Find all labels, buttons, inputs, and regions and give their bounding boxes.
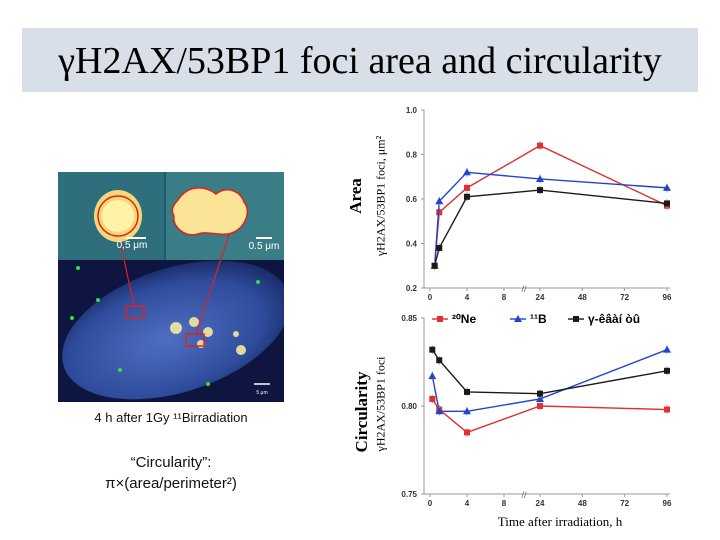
circ-series-line bbox=[431, 349, 668, 412]
legend-marker bbox=[573, 316, 579, 322]
circ-data-point bbox=[537, 403, 543, 409]
circ-x-tick-label: 96 bbox=[663, 499, 672, 508]
circ-data-point bbox=[537, 390, 543, 397]
circ-y-tick-label: 0.85 bbox=[401, 314, 417, 323]
area-x-tick-label: 8 bbox=[502, 293, 507, 302]
area-y-tick-label: 0.6 bbox=[406, 195, 418, 204]
scalebar-label-main: 5 μm bbox=[256, 390, 267, 396]
area-axis-break: // bbox=[521, 284, 527, 294]
area-x-tick-label: 24 bbox=[536, 293, 545, 302]
area-x-tick-label: 4 bbox=[465, 293, 470, 302]
circ-x-tick-label: 48 bbox=[578, 499, 587, 508]
circ-series-line bbox=[431, 349, 668, 395]
area-y-tick-label: 0.4 bbox=[406, 240, 418, 249]
micrograph: 0,5 μm 0.5 μm 5 μm bbox=[58, 172, 284, 402]
circ-data-point bbox=[436, 357, 443, 364]
circ-data-point bbox=[464, 429, 470, 436]
formula-line-1: “Circularity”: bbox=[130, 454, 212, 471]
circ-data-point bbox=[664, 367, 670, 374]
circ-x-tick-label: 24 bbox=[536, 499, 545, 508]
area-data-point bbox=[435, 197, 444, 205]
slide-title: γH2AX/53BP1 foci area and circularity bbox=[58, 40, 662, 82]
legend-marker bbox=[514, 315, 522, 322]
circ-x-tick-label: 4 bbox=[465, 499, 470, 508]
scalebar-label-left: 0,5 μm bbox=[117, 240, 148, 251]
area-y-tick-label: 1.0 bbox=[406, 106, 418, 115]
area-data-point bbox=[464, 193, 470, 200]
circ-x-tick-label: 0 bbox=[428, 499, 433, 508]
legend-entry: ¹¹B bbox=[530, 312, 547, 326]
circ-axis-break: // bbox=[521, 490, 527, 500]
title-band: γH2AX/53BP1 foci area and circularity bbox=[22, 28, 698, 92]
area-y-tick-label: 0.8 bbox=[406, 151, 418, 160]
area-series-line bbox=[433, 189, 668, 266]
area-data-point bbox=[663, 183, 671, 191]
area-data-point bbox=[436, 209, 443, 216]
circ-data-point bbox=[428, 372, 437, 380]
x-axis-title: Time after irradiation, h bbox=[497, 514, 623, 529]
area-x-tick-label: 48 bbox=[578, 293, 587, 302]
formula-line-2: π×(area/perimeter²) bbox=[105, 475, 237, 492]
circ-data-point bbox=[435, 407, 444, 415]
circ-data-point bbox=[663, 345, 671, 353]
circ-y-tick-label: 0.75 bbox=[401, 490, 417, 499]
area-data-point bbox=[464, 184, 470, 191]
area-series-line bbox=[433, 144, 668, 266]
legend-entry: ²⁰Ne bbox=[452, 312, 476, 326]
area-x-tick-label: 96 bbox=[663, 293, 672, 302]
circ-x-tick-label: 72 bbox=[620, 499, 629, 508]
micrograph-caption: 4 h after 1Gy ¹¹Birradiation bbox=[94, 410, 248, 425]
scalebar-label-right: 0.5 μm bbox=[249, 241, 280, 252]
legend-marker bbox=[437, 316, 443, 322]
circ-data-point bbox=[429, 346, 436, 353]
area-x-tick-label: 72 bbox=[620, 293, 629, 302]
area-data-point bbox=[537, 142, 543, 149]
circ-y-tick-label: 0.80 bbox=[401, 402, 417, 411]
area-data-point bbox=[664, 200, 670, 207]
circ-data-point bbox=[464, 388, 470, 395]
circ-data-point bbox=[664, 406, 670, 413]
legend-entry: γ-êâàí òû bbox=[588, 312, 640, 326]
area-data-point bbox=[537, 187, 543, 194]
circ-data-point bbox=[536, 394, 544, 402]
area-data-point bbox=[431, 262, 438, 269]
area-data-point bbox=[463, 168, 471, 176]
area-data-point bbox=[436, 244, 443, 251]
circ-series-line bbox=[431, 398, 668, 434]
circ-data-point bbox=[463, 407, 471, 415]
area-y-tick-label: 0.2 bbox=[406, 284, 418, 293]
circularity-formula: “Circularity”: π×(area/perimeter²) bbox=[60, 452, 282, 494]
circ-data-point bbox=[429, 395, 436, 402]
area-x-tick-label: 0 bbox=[428, 293, 433, 302]
circ-x-tick-label: 8 bbox=[502, 499, 507, 508]
area-data-point bbox=[536, 174, 544, 182]
